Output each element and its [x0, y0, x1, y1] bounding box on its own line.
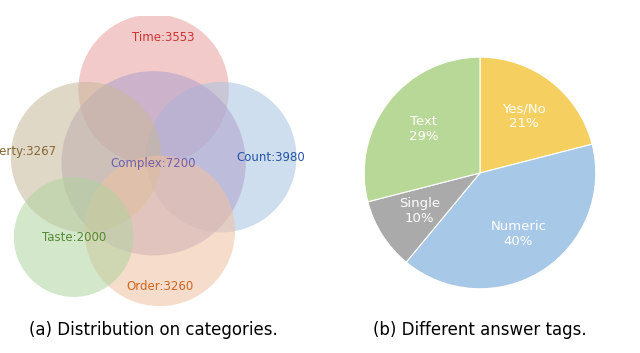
Text: Yes/No
21%: Yes/No 21% [502, 102, 546, 130]
Circle shape [146, 82, 296, 232]
Circle shape [84, 156, 235, 306]
Circle shape [61, 71, 246, 256]
Circle shape [14, 177, 134, 297]
Wedge shape [480, 57, 592, 173]
Text: Count:3980: Count:3980 [236, 151, 305, 164]
Text: Complex:7200: Complex:7200 [111, 157, 196, 170]
Text: Time:3553: Time:3553 [132, 31, 194, 44]
Wedge shape [368, 173, 480, 262]
Wedge shape [406, 144, 596, 289]
Text: Taste:2000: Taste:2000 [42, 231, 106, 244]
Text: Numeric
40%: Numeric 40% [490, 220, 547, 247]
Text: (a) Distribution on categories.: (a) Distribution on categories. [29, 321, 278, 339]
Text: Property:3267: Property:3267 [0, 144, 57, 157]
Text: Single
10%: Single 10% [399, 197, 440, 226]
Text: Text
29%: Text 29% [408, 115, 438, 143]
Wedge shape [364, 57, 480, 202]
Text: Order:3260: Order:3260 [126, 280, 193, 293]
Circle shape [11, 82, 161, 232]
Text: (b) Different answer tags.: (b) Different answer tags. [373, 321, 587, 339]
Circle shape [78, 14, 229, 165]
